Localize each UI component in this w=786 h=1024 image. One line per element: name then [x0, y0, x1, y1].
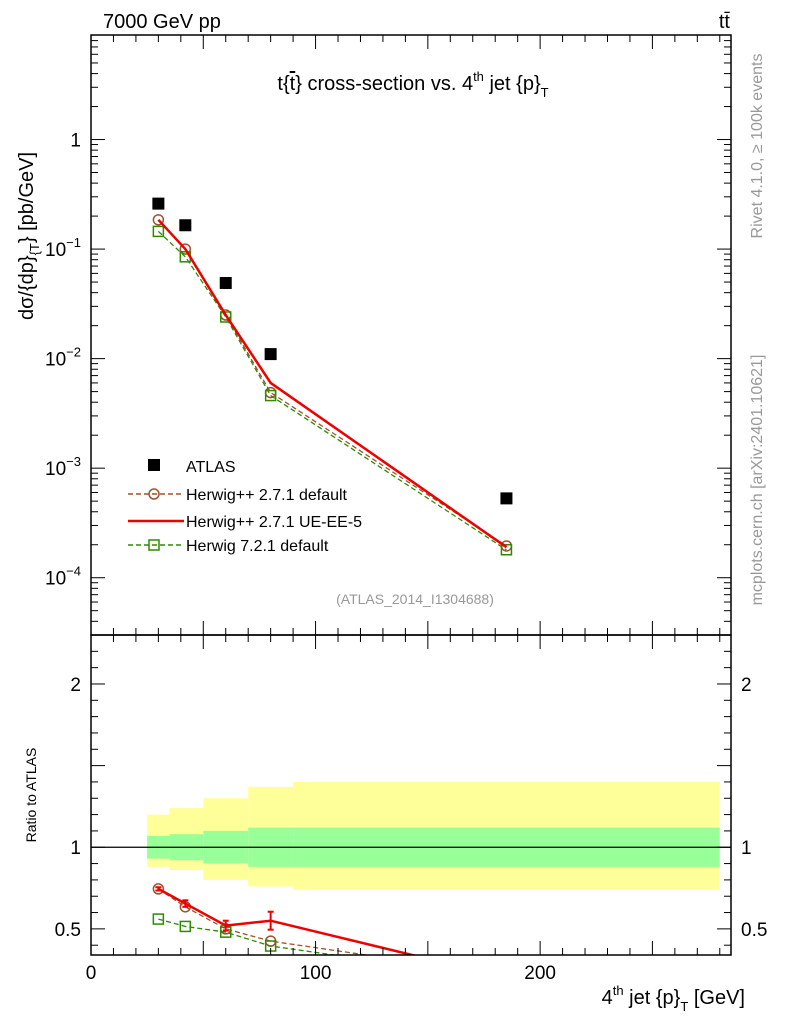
title-part-sup: th — [473, 69, 484, 84]
ratio-frame — [90, 634, 732, 956]
ratio-marker-herwig-2-7-1-default — [152, 883, 165, 895]
legend: ATLAS Herwig++ 2.7.1 default Herwig++ 2.… — [128, 459, 362, 555]
main-marker-herwig-7-2-1-default — [152, 225, 165, 238]
ratio-marker-herwig-2-7-1-default — [501, 970, 511, 980]
legend-label-herwig-271-default: Herwig++ 2.7.1 default — [186, 487, 348, 504]
ratio-marker-herwig-7-2-1-default — [179, 920, 192, 933]
rivet-version-text: Rivet 4.1.0, ≥ 100k events — [749, 54, 766, 239]
header-right-text: tt̄ — [719, 11, 731, 33]
title-part-b: t — [290, 73, 296, 95]
title-part-sub: T — [541, 85, 549, 100]
main-atlas-point — [219, 277, 232, 290]
main-series — [152, 197, 513, 556]
ratio-y-axis-label: Ratio to ATLAS — [23, 748, 39, 843]
ratio-uncertainty-bands — [147, 781, 720, 890]
main-y-axis-label: dσ/{dp}{T} [pb/GeV] — [16, 152, 42, 320]
ratio-series — [152, 883, 511, 984]
main-atlas-point — [179, 219, 192, 232]
main-marker-herwig-2-7-1-default — [152, 214, 165, 226]
x-tick-label: 100 — [300, 963, 332, 984]
main-marker-herwig-7-2-1-default — [264, 389, 277, 402]
ratio-y-tick-label-left: 0.5 — [55, 920, 81, 941]
ratio-y-tick-label-right: 1 — [741, 838, 752, 859]
ratio-y-tick-label-left: 2 — [70, 675, 81, 696]
ratio-line-herwig-2-7-1-ue-ee-5 — [157, 887, 418, 955]
xlabel-part-sub: T — [680, 999, 688, 1014]
main-marker-herwig-7-2-1-default — [500, 544, 513, 556]
legend-marker-herwig-271-default — [148, 488, 160, 500]
title-part-c: } cross-section vs. 4 — [295, 73, 473, 95]
header-left-text: 7000 GeV pp — [103, 11, 221, 33]
ratio-marker-herwig-7-2-1-default — [501, 974, 511, 984]
legend-label-herwig-721-default: Herwig 7.2.1 default — [186, 538, 329, 555]
analysis-watermark: (ATLAS_2014_I1304688) — [336, 591, 494, 607]
main-atlas-point — [500, 492, 513, 505]
main-line-herwig-7-2-1-default — [157, 230, 507, 551]
main-marker-herwig-2-7-1-default — [179, 243, 192, 255]
xlabel-part-a: 4 — [602, 987, 613, 1009]
ratio-y-tick-label-right: 2 — [741, 675, 752, 696]
main-atlas-point — [264, 348, 277, 361]
legend-marker-atlas — [148, 459, 160, 471]
main-line-herwig-2-7-1-ue-ee-5 — [157, 218, 508, 549]
x-axis-label: 4th jet {p}T [GeV] — [602, 983, 745, 1014]
xlabel-part-b: jet {p} — [624, 987, 681, 1009]
main-y-tick-label: 1 — [70, 131, 81, 152]
ratio-marker-herwig-7-2-1-default — [152, 913, 165, 925]
ylabel-part-sub: {T — [27, 243, 42, 255]
x-tick-label: 0 — [86, 963, 97, 984]
ylabel-part-a: dσ/{dp} — [16, 255, 38, 320]
main-atlas-point — [152, 197, 165, 210]
main-y-tick-label: 10−3 — [45, 454, 81, 480]
ylabel-part-b: } [pb/GeV] — [16, 152, 38, 243]
ratio-y-tick-label-left: 1 — [70, 838, 81, 859]
chart-title: t{t} cross-section vs. 4th jet {p}T — [277, 69, 548, 100]
title-part-d: jet {p} — [484, 73, 541, 95]
main-marker-herwig-7-2-1-default — [219, 311, 232, 323]
ratio-y-tick-label-right: 0.5 — [741, 920, 767, 941]
xlabel-part-sup: th — [613, 983, 624, 998]
title-part-a: t{ — [277, 73, 290, 95]
x-tick-label: 200 — [524, 963, 556, 984]
main-y-tick-label: 10−1 — [45, 235, 81, 261]
xlabel-part-c: [GeV] — [688, 987, 745, 1009]
legend-label-atlas: ATLAS — [186, 459, 236, 476]
main-y-tick-label: 10−2 — [45, 345, 81, 371]
legend-label-herwig-271-ueee5: Herwig++ 2.7.1 UE-EE-5 — [186, 514, 362, 531]
legend-marker-herwig-721-default — [148, 539, 160, 551]
main-y-tick-label: 10−4 — [45, 564, 81, 590]
axes: 1 10−1 10−2 10−3 10−4 0.5 0.5 1 1 2 2 0 100 200 — [45, 34, 767, 984]
ratio-line-herwig-2-7-1-default — [158, 888, 371, 955]
mcplots-text: mcplots.cern.ch [arXiv:2401.10621] — [749, 355, 766, 606]
ratio-line-herwig-7-2-1-default — [158, 918, 339, 955]
